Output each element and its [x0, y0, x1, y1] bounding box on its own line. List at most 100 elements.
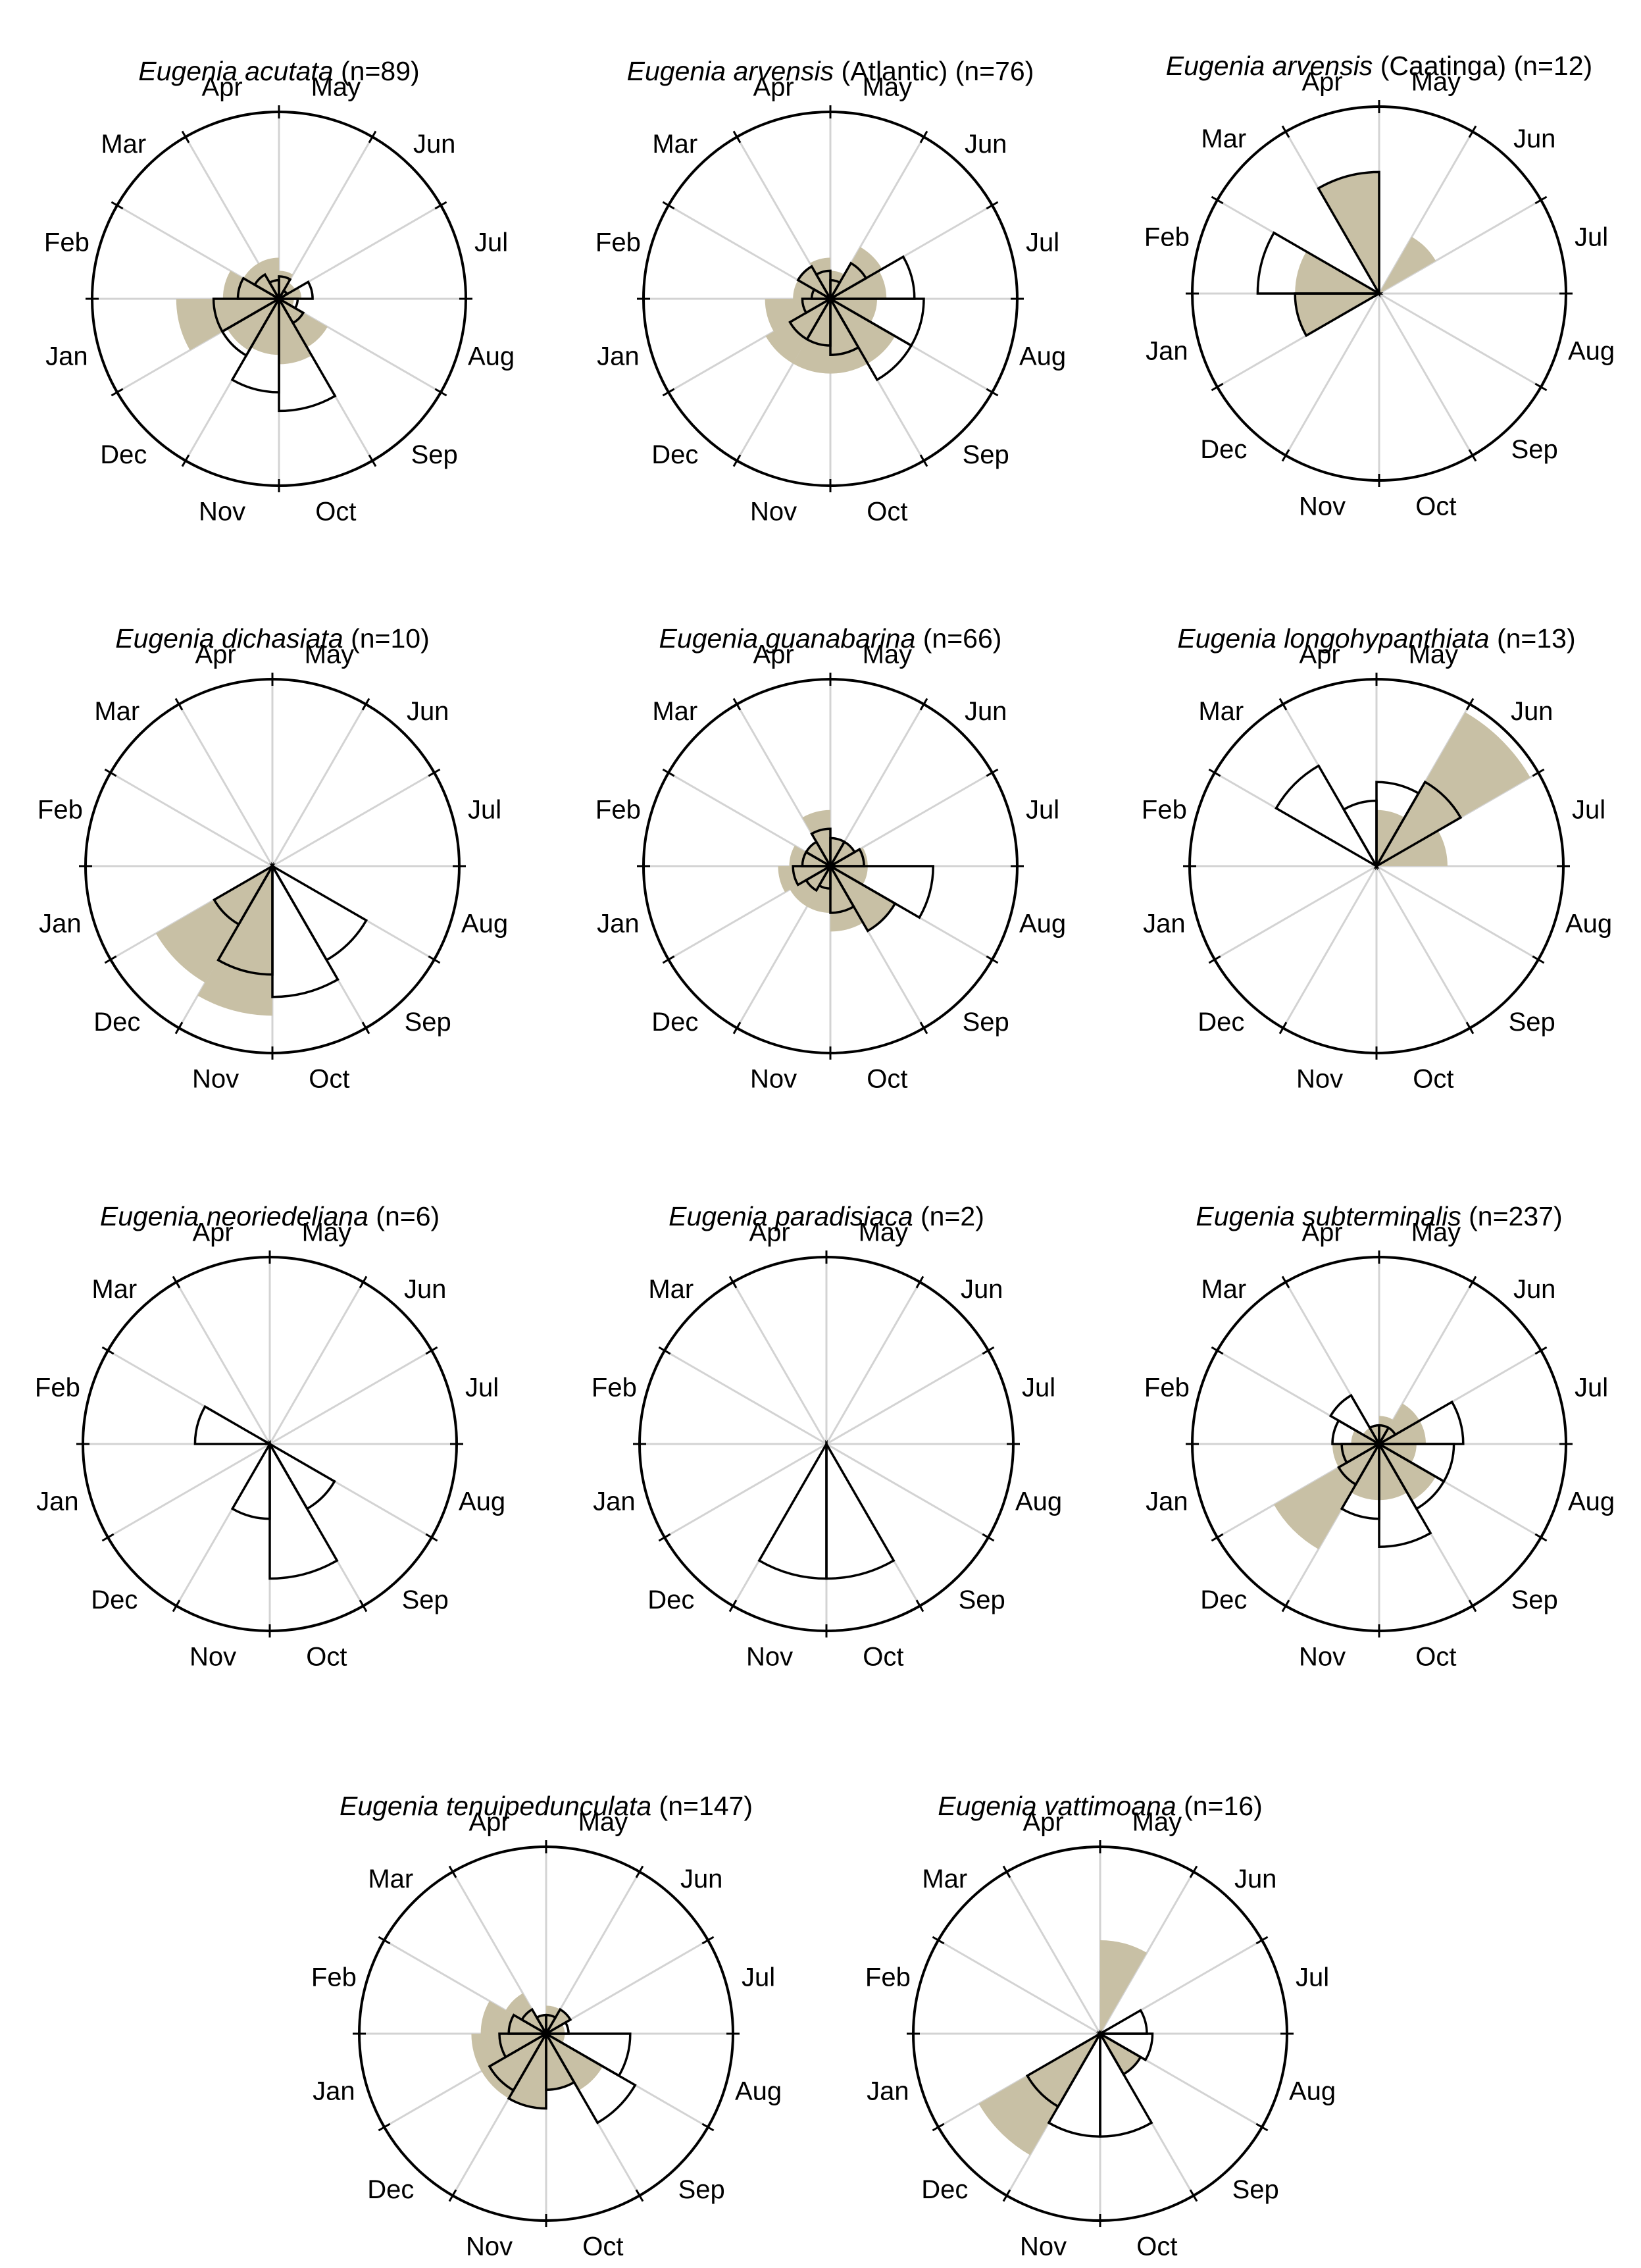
month-label-jan: Jan — [39, 909, 82, 938]
month-label-aug: Aug — [735, 2076, 782, 2105]
chart-title: Eugenia guanabarina (n=66) — [659, 623, 1002, 654]
flowering-wedge-sep — [827, 296, 913, 382]
species-name: Eugenia neoriedeliana — [100, 1201, 368, 1231]
grid-spoke — [1376, 865, 1539, 961]
month-label-jan: Jan — [597, 909, 640, 938]
tick-mark — [368, 130, 377, 143]
month-label-apr: Apr — [1022, 1807, 1063, 1836]
month-label-may: May — [1411, 1218, 1461, 1247]
month-label-jun: Jun — [680, 1865, 723, 1894]
tick-mark — [1534, 195, 1548, 205]
tick-mark — [1465, 1021, 1475, 1035]
chart-title: Eugenia dichasiata (n=10) — [115, 623, 430, 654]
tick-mark — [448, 1865, 457, 1878]
tick-mark — [1211, 382, 1224, 392]
month-label-dec: Dec — [1198, 1008, 1244, 1037]
tick-mark — [1189, 2189, 1198, 2202]
chart-title: Eugenia acutata (n=89) — [138, 56, 419, 86]
tick-mark — [174, 698, 184, 711]
flowering-wedge-dec — [788, 296, 834, 341]
month-label-dec: Dec — [91, 1585, 138, 1614]
tick-mark — [1468, 1276, 1477, 1289]
tick-mark — [728, 1276, 738, 1289]
grid-spoke — [268, 1281, 365, 1445]
flowering-wedge-mar — [796, 265, 834, 302]
month-label-sep: Sep — [402, 1585, 449, 1614]
month-label-jul: Jul — [1575, 223, 1608, 252]
fruiting-wedge-sep — [830, 299, 896, 364]
tick-mark — [1278, 1021, 1288, 1035]
fruiting-wedge-mar — [243, 263, 279, 299]
month-label-jun: Jun — [965, 697, 1007, 726]
fruiting-wedge-jun — [546, 2009, 570, 2034]
month-label-jan: Jan — [36, 1487, 79, 1516]
tick-mark — [1281, 449, 1290, 462]
month-label-apr: Apr — [1301, 67, 1342, 96]
flowering-wedge-feb — [236, 276, 284, 300]
month-label-oct: Oct — [309, 1065, 349, 1094]
flowering-wedge-mar — [1275, 764, 1380, 869]
fruiting-wedge-sep — [830, 866, 896, 931]
rose-chart: Eugenia vattimoana (n=16) Jan Feb Mar Apr May… — [865, 1791, 1336, 2261]
tick-mark — [359, 1276, 368, 1289]
month-label-dec: Dec — [651, 440, 698, 469]
rose-chart: Eugenia neoriedeliana (n=6) Jan Feb Mar Apr M… — [35, 1201, 505, 1672]
tick-mark — [111, 388, 124, 397]
fruiting-wedge-sep — [546, 2034, 603, 2091]
sample-size: (n=237) — [1461, 1201, 1563, 1231]
month-label-mar: Mar — [652, 697, 697, 726]
fruiting-wedge-mar — [806, 842, 830, 866]
chart-title: Eugenia neoriedeliana (n=6) — [100, 1201, 440, 1231]
grid-spoke — [829, 704, 925, 867]
grid-spoke — [826, 1443, 989, 1539]
fruiting-wedge-jun — [830, 842, 855, 866]
month-label-aug: Aug — [1289, 2076, 1336, 2105]
tick-mark — [181, 130, 190, 143]
rose-chart: Eugenia acutata (n=89) Jan Feb Mar Apr May Jun… — [44, 56, 515, 527]
fruiting-wedge-dec — [481, 2034, 546, 2099]
month-label-aug: Aug — [468, 342, 515, 371]
fruiting-wedge-feb — [1295, 251, 1379, 294]
tick-mark — [1211, 195, 1224, 205]
tick-mark — [932, 1936, 945, 1945]
month-label-jan: Jan — [45, 342, 88, 371]
tick-mark — [732, 1021, 742, 1035]
month-label-jan: Jan — [867, 2076, 909, 2105]
tick-mark — [1255, 2123, 1269, 2132]
month-label-jan: Jan — [1146, 1487, 1188, 1516]
month-label-jun: Jun — [961, 1275, 1003, 1304]
flowering-wedge-oct — [825, 1439, 896, 1580]
fruiting-wedge-dec — [155, 866, 272, 983]
month-label-feb: Feb — [311, 1963, 357, 1992]
grid-spoke — [1378, 292, 1542, 388]
flowering-wedge-nov — [230, 294, 280, 394]
fruiting-wedge-nov — [197, 866, 272, 1016]
month-label-nov: Nov — [466, 2232, 513, 2261]
tick-mark — [359, 1599, 368, 1612]
tick-mark — [701, 1936, 715, 1945]
flowering-wedge-oct — [829, 294, 860, 356]
month-label-oct: Oct — [315, 498, 356, 527]
flowering-wedge-apr — [815, 269, 832, 303]
month-label-oct: Oct — [1415, 1643, 1456, 1672]
month-label-feb: Feb — [592, 1374, 637, 1403]
tick-mark — [1002, 1865, 1011, 1878]
flowering-wedge-nov — [230, 1439, 271, 1520]
flowering-wedge-dec — [804, 863, 834, 892]
flowering-wedge-feb — [507, 2013, 551, 2035]
sample-size: (n=2) — [913, 1201, 984, 1231]
month-label-mar: Mar — [94, 697, 139, 726]
tick-mark — [635, 2189, 644, 2202]
rose-chart: Eugenia guanabarina (n=66) Jan Feb Mar Apr Ma… — [595, 623, 1066, 1094]
month-label-sep: Sep — [1509, 1008, 1555, 1037]
month-label-mar: Mar — [1201, 1275, 1246, 1304]
month-label-feb: Feb — [38, 796, 83, 825]
flowering-wedge-jul — [1375, 1400, 1465, 1445]
month-label-jan: Jan — [593, 1487, 636, 1516]
grid-spoke — [732, 1281, 828, 1445]
tick-mark — [919, 698, 928, 711]
tick-mark — [361, 698, 370, 711]
chart-title: Eugenia paradisiaca (n=2) — [669, 1201, 984, 1231]
flowering-wedge-mar — [1328, 1393, 1382, 1447]
